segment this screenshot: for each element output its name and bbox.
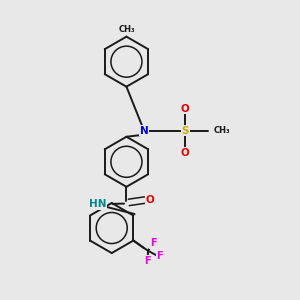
Text: S: S [182,126,189,136]
Text: N: N [140,126,148,136]
Text: O: O [146,195,154,205]
Text: O: O [181,148,190,158]
Text: HN: HN [89,200,107,209]
Text: CH₃: CH₃ [214,126,230,135]
Text: O: O [181,104,190,114]
Text: F: F [157,251,163,261]
Text: F: F [150,238,156,248]
Text: CH₃: CH₃ [118,25,135,34]
Text: F: F [144,256,151,266]
